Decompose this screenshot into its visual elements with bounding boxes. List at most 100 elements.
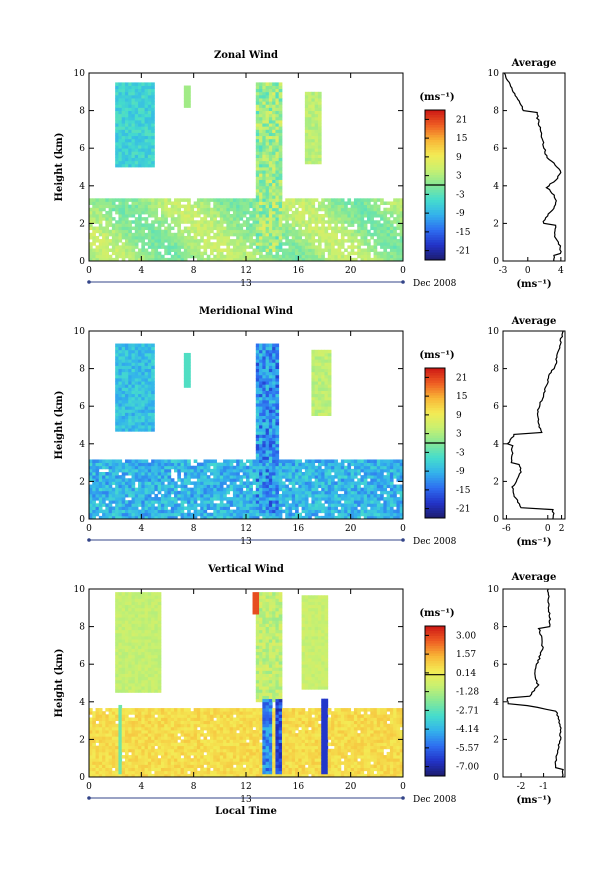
- heatmap-cell: [131, 390, 136, 395]
- heatmap-cell: [367, 462, 371, 467]
- heatmap-cell: [262, 403, 267, 407]
- heatmap-cell: [131, 101, 136, 105]
- colorbar-segment: [425, 235, 445, 238]
- heatmap-cell: [226, 226, 231, 231]
- heatmap-cell: [144, 412, 149, 416]
- heatmap-cell: [177, 490, 181, 495]
- heatmap-cell: [246, 475, 250, 479]
- heatmap-cell: [138, 157, 142, 162]
- heatmap-cell: [239, 229, 244, 234]
- heatmap-cell: [389, 220, 394, 224]
- heatmap-cell: [134, 393, 139, 398]
- heatmap-cell: [347, 500, 352, 504]
- heatmap-cell: [121, 425, 126, 429]
- heatmap-cell: [102, 515, 106, 520]
- heatmap-cell: [144, 387, 149, 391]
- heatmap-cell: [324, 493, 329, 498]
- heatmap-cell: [268, 182, 273, 187]
- heatmap-cell: [128, 412, 132, 416]
- heatmap-cell: [255, 101, 260, 105]
- heatmap-cell: [344, 257, 348, 262]
- heatmap-cell: [141, 368, 146, 373]
- heatmap-cell: [131, 349, 136, 354]
- heatmap-cell: [340, 235, 345, 240]
- heatmap-cell: [151, 129, 155, 133]
- heatmap-cell: [389, 226, 394, 231]
- heatmap-cell: [317, 116, 322, 121]
- heatmap-cell: [389, 515, 394, 520]
- heatmap-cell: [353, 465, 358, 470]
- heatmap-cell: [363, 198, 368, 202]
- heatmap-cell: [281, 207, 286, 212]
- heatmap-cell: [268, 475, 273, 479]
- heatmap-cell: [344, 512, 348, 517]
- heatmap-cell: [383, 468, 388, 473]
- heatmap-cell: [360, 214, 365, 218]
- heatmap-cell: [151, 223, 155, 227]
- heatmap-cell: [255, 120, 260, 124]
- heatmap-cell: [314, 459, 319, 463]
- heatmap-cell: [370, 500, 374, 504]
- heatmap-cell: [115, 500, 119, 504]
- heatmap-cell: [317, 126, 322, 130]
- heatmap-cell: [295, 478, 299, 482]
- heatmap-cell: [317, 459, 322, 463]
- heatmap-cell: [134, 396, 139, 401]
- heatmap-cell: [321, 248, 325, 252]
- heatmap-cell: [187, 462, 191, 467]
- heatmap-cell: [347, 245, 352, 249]
- heatmap-cell: [174, 235, 178, 240]
- heatmap-cell: [367, 248, 371, 252]
- heatmap-cell: [232, 242, 237, 246]
- heatmap-cell: [193, 500, 198, 504]
- heatmap-cell: [360, 204, 365, 209]
- heatmap-cell: [304, 472, 309, 476]
- heatmap-cell: [278, 468, 283, 473]
- heatmap-cell: [193, 490, 198, 495]
- heatmap-cell: [160, 497, 165, 501]
- heatmap-cell: [317, 472, 322, 476]
- heatmap-cell: [160, 468, 165, 473]
- heatmap-cell: [124, 381, 129, 385]
- heatmap-cell: [308, 257, 312, 262]
- heatmap-cell: [203, 248, 208, 252]
- heatmap-cell: [108, 478, 113, 482]
- heatmap-cell: [121, 217, 126, 221]
- heatmap-cell: [216, 257, 221, 262]
- heatmap-cell: [393, 512, 397, 517]
- heatmap-cell: [131, 418, 136, 423]
- heatmap-cell: [373, 503, 378, 507]
- heatmap-cell: [144, 88, 149, 93]
- heatmap-cell: [334, 229, 338, 234]
- heatmap-cell: [203, 223, 208, 227]
- heatmap-cell: [262, 484, 267, 489]
- heatmap-cell: [353, 493, 358, 498]
- heatmap-cell: [317, 104, 322, 108]
- heatmap-cell: [121, 129, 126, 133]
- heatmap-cell: [255, 493, 260, 498]
- heatmap-cell: [367, 468, 371, 473]
- heatmap-cell: [164, 198, 168, 202]
- heatmap-cell: [285, 248, 289, 252]
- heatmap-cell: [363, 484, 368, 489]
- heatmap-cell: [393, 500, 397, 504]
- heatmap-cell: [89, 220, 93, 224]
- heatmap-cell: [118, 138, 123, 143]
- heatmap-cell: [203, 226, 208, 231]
- heatmap-cell: [331, 468, 335, 473]
- heatmap-cell: [138, 368, 142, 373]
- heatmap-cell: [203, 210, 208, 215]
- heatmap-cell: [170, 204, 175, 209]
- heatmap-cell: [229, 512, 234, 517]
- heatmap-cell: [92, 248, 96, 252]
- heatmap-cell: [102, 204, 106, 209]
- heatmap-cell: [327, 365, 332, 369]
- heatmap-cell: [206, 475, 211, 479]
- heatmap-cell: [124, 223, 129, 227]
- heatmap-cell: [131, 512, 136, 517]
- heatmap-cell: [147, 493, 152, 498]
- heatmap-cell: [134, 390, 139, 395]
- heatmap-cell: [118, 120, 123, 124]
- heatmap-cell: [278, 214, 283, 218]
- heatmap-cell: [314, 113, 319, 118]
